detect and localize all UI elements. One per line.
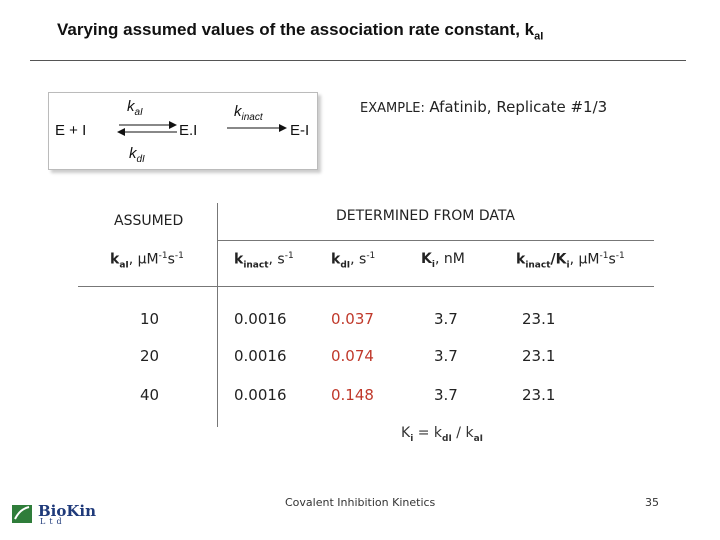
cell-ki: 3.7 bbox=[434, 386, 458, 404]
logo-mark-icon bbox=[12, 505, 32, 523]
scheme-arrows bbox=[117, 121, 287, 136]
cell-kdi: 0.037 bbox=[331, 310, 374, 328]
header-kinact: kinact, s-1 bbox=[234, 251, 294, 271]
table-vertical-rule bbox=[217, 203, 218, 427]
header-kinact-over-ki: kinact/Ki, μM-1s-1 bbox=[516, 251, 625, 271]
table-header-rule bbox=[78, 286, 654, 287]
header-kdi: kdI, s-1 bbox=[331, 251, 376, 271]
scheme-ei-noncovalent: E.I bbox=[179, 122, 198, 139]
example-caption: EXAMPLE: Afatinib, Replicate #1/3 bbox=[360, 98, 608, 116]
ki-formula: Ki = kdI / kaI bbox=[401, 425, 483, 444]
table-top-rule bbox=[217, 240, 654, 241]
cell-ratio: 23.1 bbox=[522, 386, 556, 404]
scheme-k-di: kdI bbox=[129, 145, 145, 165]
footer-title: Covalent Inhibition Kinetics bbox=[285, 496, 436, 509]
logo-subtext: Ltd bbox=[40, 517, 66, 526]
cell-ki: 3.7 bbox=[434, 347, 458, 365]
cell-ratio: 23.1 bbox=[522, 347, 556, 365]
assumed-label: ASSUMED bbox=[114, 213, 184, 229]
cell-kinact: 0.0016 bbox=[234, 310, 287, 328]
cell-ratio: 23.1 bbox=[522, 310, 556, 328]
cell-kai: 10 bbox=[140, 310, 160, 328]
cell-kdi: 0.074 bbox=[331, 347, 374, 365]
cell-kai: 20 bbox=[140, 347, 160, 365]
logo-word: BioKin bbox=[38, 502, 97, 520]
biokin-logo: BioKin Ltd bbox=[12, 502, 96, 526]
cell-kinact: 0.0016 bbox=[234, 386, 287, 404]
determined-label: DETERMINED FROM DATA bbox=[336, 208, 515, 224]
scheme-k-inact: kinact bbox=[234, 103, 263, 123]
header-kai: kaI, μM-1s-1 bbox=[110, 251, 184, 271]
reaction-scheme: E + I kaI kdI E.I kinact E-I bbox=[48, 92, 318, 170]
cell-kdi: 0.148 bbox=[331, 386, 374, 404]
scheme-e-plus-i: E + I bbox=[55, 122, 87, 139]
title-divider bbox=[30, 60, 686, 61]
page-title: Varying assumed values of the associatio… bbox=[57, 20, 544, 43]
cell-kinact: 0.0016 bbox=[234, 347, 287, 365]
header-ki: Ki, nM bbox=[421, 251, 465, 270]
scheme-k-ai: kaI bbox=[127, 98, 143, 118]
cell-ki: 3.7 bbox=[434, 310, 458, 328]
page-number: 35 bbox=[645, 496, 659, 509]
cell-kai: 40 bbox=[140, 386, 160, 404]
scheme-ei-covalent: E-I bbox=[290, 122, 310, 139]
